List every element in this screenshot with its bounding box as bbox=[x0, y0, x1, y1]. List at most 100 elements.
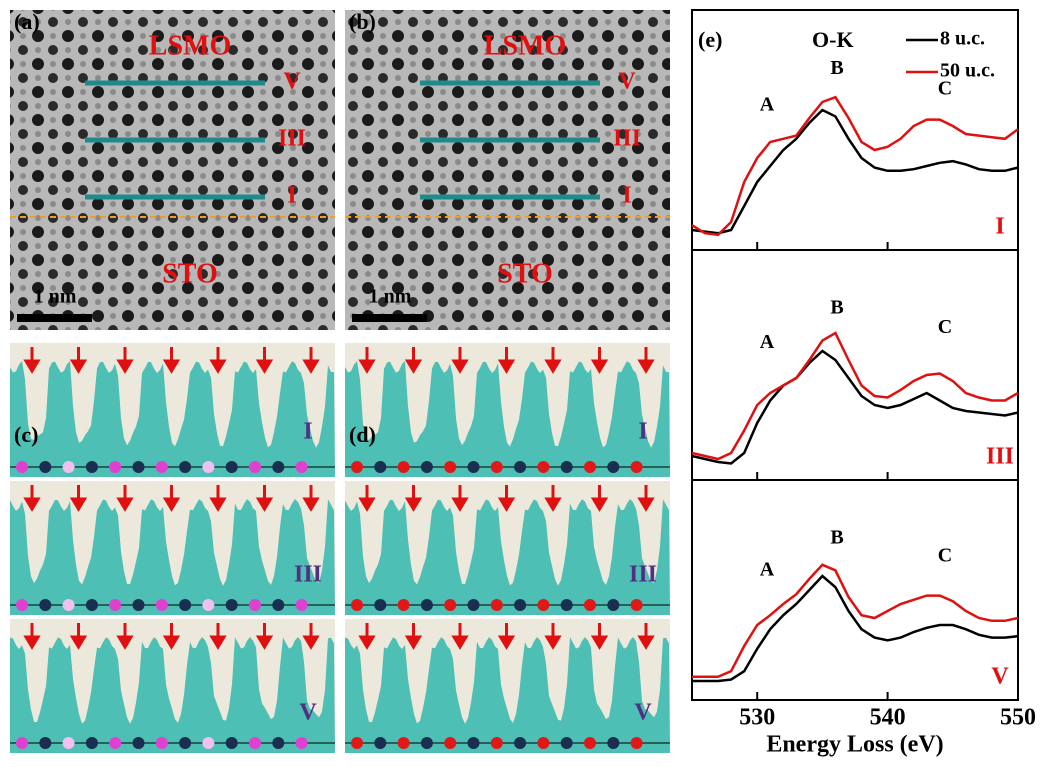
atom bbox=[351, 599, 363, 611]
figure: (a)LSMOSTO1 nmVIIII(b)LSMOSTO1 nmVIIIIII… bbox=[0, 0, 1042, 767]
scale-label: 1 nm bbox=[369, 286, 412, 308]
top-label: LSMO bbox=[484, 30, 566, 61]
x-axis-label: Energy Loss (eV) bbox=[766, 732, 943, 758]
peak-label: A bbox=[760, 94, 775, 116]
atom bbox=[561, 599, 573, 611]
atom bbox=[491, 461, 503, 473]
atom bbox=[296, 599, 308, 611]
atom bbox=[202, 599, 214, 611]
row-label: V bbox=[634, 700, 652, 726]
row-label: V bbox=[618, 69, 636, 95]
row-label: III bbox=[294, 562, 322, 588]
atom bbox=[63, 599, 75, 611]
atom bbox=[179, 461, 191, 473]
atom bbox=[296, 737, 308, 749]
row-label: I bbox=[287, 183, 296, 209]
atom bbox=[109, 599, 121, 611]
row-label: I bbox=[303, 419, 312, 445]
atom bbox=[584, 737, 596, 749]
peak-label: A bbox=[760, 331, 775, 353]
row-label: I bbox=[622, 183, 631, 209]
edge-label: O-K bbox=[812, 27, 854, 52]
legend-label: 50 u.c. bbox=[940, 60, 995, 82]
atom bbox=[444, 599, 456, 611]
atom bbox=[249, 461, 261, 473]
atom bbox=[514, 599, 526, 611]
spectrum-line bbox=[692, 351, 1018, 464]
peak-label: B bbox=[830, 526, 843, 548]
row-label: V bbox=[283, 69, 301, 95]
atom bbox=[63, 461, 75, 473]
atom bbox=[514, 461, 526, 473]
atom bbox=[86, 737, 98, 749]
panel-label: (a) bbox=[14, 9, 40, 34]
atom bbox=[39, 599, 51, 611]
panel-label: (c) bbox=[14, 422, 38, 447]
atom bbox=[16, 599, 28, 611]
row-label: III bbox=[278, 126, 306, 152]
atom bbox=[272, 737, 284, 749]
row-label: III bbox=[629, 562, 657, 588]
row-label: V bbox=[299, 700, 317, 726]
peak-label: B bbox=[830, 297, 843, 319]
atom bbox=[537, 599, 549, 611]
atom bbox=[133, 737, 145, 749]
atom bbox=[631, 737, 643, 749]
atom bbox=[584, 461, 596, 473]
atom bbox=[374, 737, 386, 749]
atom bbox=[156, 461, 168, 473]
bottom-label: STO bbox=[497, 258, 553, 289]
atom bbox=[272, 599, 284, 611]
atom bbox=[179, 599, 191, 611]
atom bbox=[202, 737, 214, 749]
atom bbox=[468, 737, 480, 749]
atom bbox=[561, 737, 573, 749]
atom bbox=[491, 599, 503, 611]
atom bbox=[16, 737, 28, 749]
peak-label: C bbox=[938, 316, 952, 338]
atom bbox=[631, 599, 643, 611]
atom bbox=[607, 461, 619, 473]
atom bbox=[272, 461, 284, 473]
atom bbox=[561, 461, 573, 473]
atom bbox=[351, 461, 363, 473]
atom bbox=[631, 461, 643, 473]
panel-label: (b) bbox=[349, 9, 376, 34]
atom bbox=[421, 461, 433, 473]
legend-label: 8 u.c. bbox=[940, 28, 985, 50]
x-tick-label: 530 bbox=[739, 705, 775, 731]
atom bbox=[133, 461, 145, 473]
panel-label: (d) bbox=[349, 422, 376, 447]
x-tick-label: 550 bbox=[1000, 705, 1036, 731]
peak-label: A bbox=[760, 559, 775, 581]
atom bbox=[421, 737, 433, 749]
row-label: I bbox=[638, 419, 647, 445]
atom bbox=[249, 737, 261, 749]
peak-label: B bbox=[830, 57, 843, 79]
atom bbox=[537, 737, 549, 749]
atom bbox=[16, 461, 28, 473]
scale-bar bbox=[352, 314, 427, 322]
atom bbox=[607, 599, 619, 611]
atom bbox=[109, 737, 121, 749]
atom bbox=[296, 461, 308, 473]
atom bbox=[39, 737, 51, 749]
atom bbox=[179, 737, 191, 749]
chart-title: (e) bbox=[698, 27, 722, 52]
subplot-label: III bbox=[986, 444, 1014, 470]
plot-frame bbox=[692, 250, 1018, 480]
atom bbox=[398, 599, 410, 611]
subplot-label: I bbox=[995, 214, 1004, 240]
plot-frame bbox=[692, 480, 1018, 700]
atom bbox=[133, 599, 145, 611]
atom bbox=[63, 737, 75, 749]
atom bbox=[86, 599, 98, 611]
atom bbox=[202, 461, 214, 473]
subplot-label: V bbox=[991, 664, 1009, 690]
atom bbox=[537, 461, 549, 473]
atom bbox=[584, 599, 596, 611]
atom bbox=[398, 737, 410, 749]
atom bbox=[226, 737, 238, 749]
atom bbox=[491, 737, 503, 749]
atom bbox=[421, 599, 433, 611]
